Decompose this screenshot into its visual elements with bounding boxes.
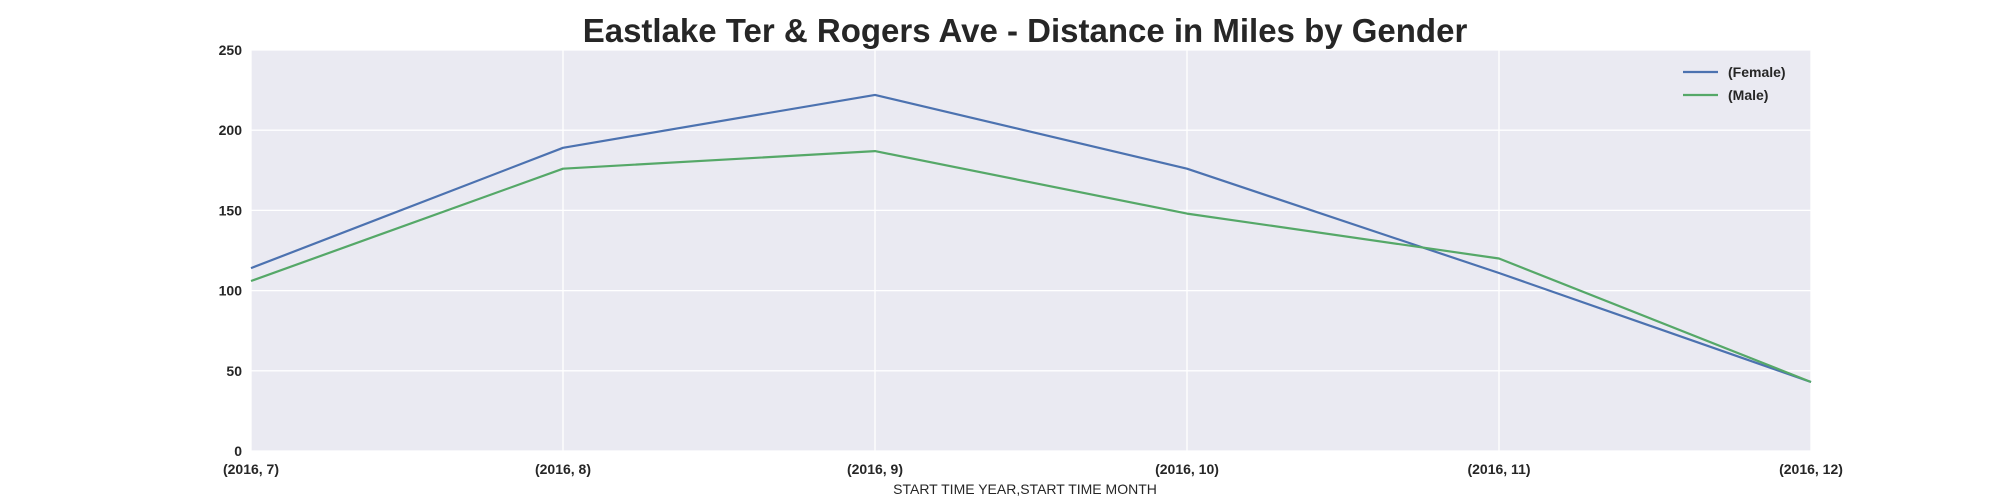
- y-tick-label: 150: [219, 202, 243, 218]
- y-tick-label: 200: [219, 122, 243, 138]
- legend: (Female) (Male): [1683, 64, 1786, 103]
- plot-area: [251, 50, 1811, 451]
- y-tick-label: 250: [219, 42, 243, 58]
- series-lines: [250, 93, 1812, 384]
- x-tick-label: (2016, 9): [847, 461, 903, 477]
- x-tick-label: (2016, 10): [1155, 461, 1219, 477]
- y-tick-label: 0: [234, 443, 242, 459]
- chart-title: Eastlake Ter & Rogers Ave - Distance in …: [583, 12, 1468, 49]
- x-tick-label: (2016, 11): [1467, 461, 1530, 477]
- x-tick-label: (2016, 12): [1779, 461, 1843, 477]
- y-tick-label: 50: [226, 363, 242, 379]
- legend-label: (Female): [1728, 64, 1786, 80]
- series-line-0: [250, 93, 1812, 384]
- x-axis: (2016, 7) (2016, 8) (2016, 9) (2016, 10) (20…: [223, 461, 1843, 477]
- x-axis-label: START TIME YEAR,START TIME MONTH: [893, 481, 1157, 497]
- x-tick-label: (2016, 7): [223, 461, 279, 477]
- x-tick-label: (2016, 8): [535, 461, 591, 477]
- legend-label: (Male): [1728, 87, 1768, 103]
- y-tick-label: 100: [219, 283, 243, 299]
- y-axis: 0 50 100 150 200 250: [219, 42, 243, 459]
- series-line-1: [250, 150, 1812, 384]
